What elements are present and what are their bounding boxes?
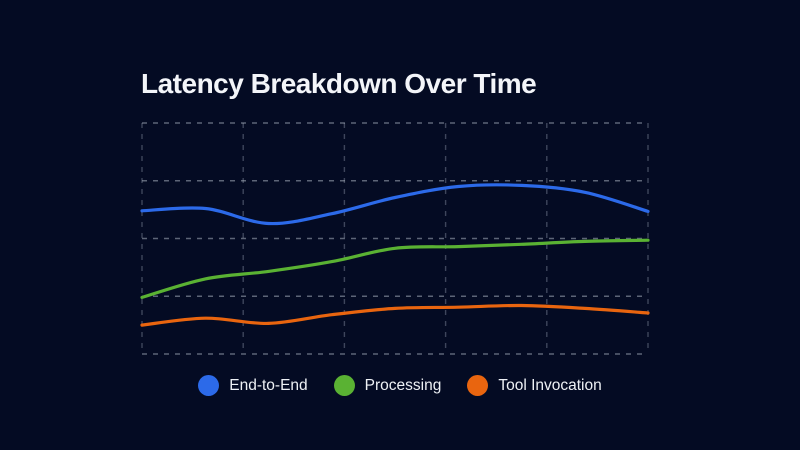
chart-legend: End-to-End Processing Tool Invocation bbox=[0, 375, 800, 396]
end-to-end-series-dot-icon bbox=[198, 375, 220, 396]
legend-label-tool-invocation: Tool Invocation bbox=[498, 377, 602, 394]
legend-label-end-to-end: End-to-End bbox=[229, 377, 308, 394]
series-line-tool-invocation bbox=[140, 303, 650, 327]
chart-title: Latency Breakdown Over Time bbox=[141, 68, 537, 99]
legend-item-tool-invocation[interactable]: Tool Invocation bbox=[467, 375, 602, 396]
legend-item-processing[interactable]: Processing bbox=[333, 375, 442, 396]
series-line-processing bbox=[140, 238, 650, 299]
tool-invocation-series-dot-icon bbox=[467, 375, 489, 396]
legend-label-processing: Processing bbox=[364, 377, 442, 394]
legend-item-end-to-end[interactable]: End-to-End bbox=[198, 375, 308, 396]
series-line-end-to-end bbox=[140, 183, 650, 226]
processing-series-dot-icon bbox=[333, 375, 355, 396]
